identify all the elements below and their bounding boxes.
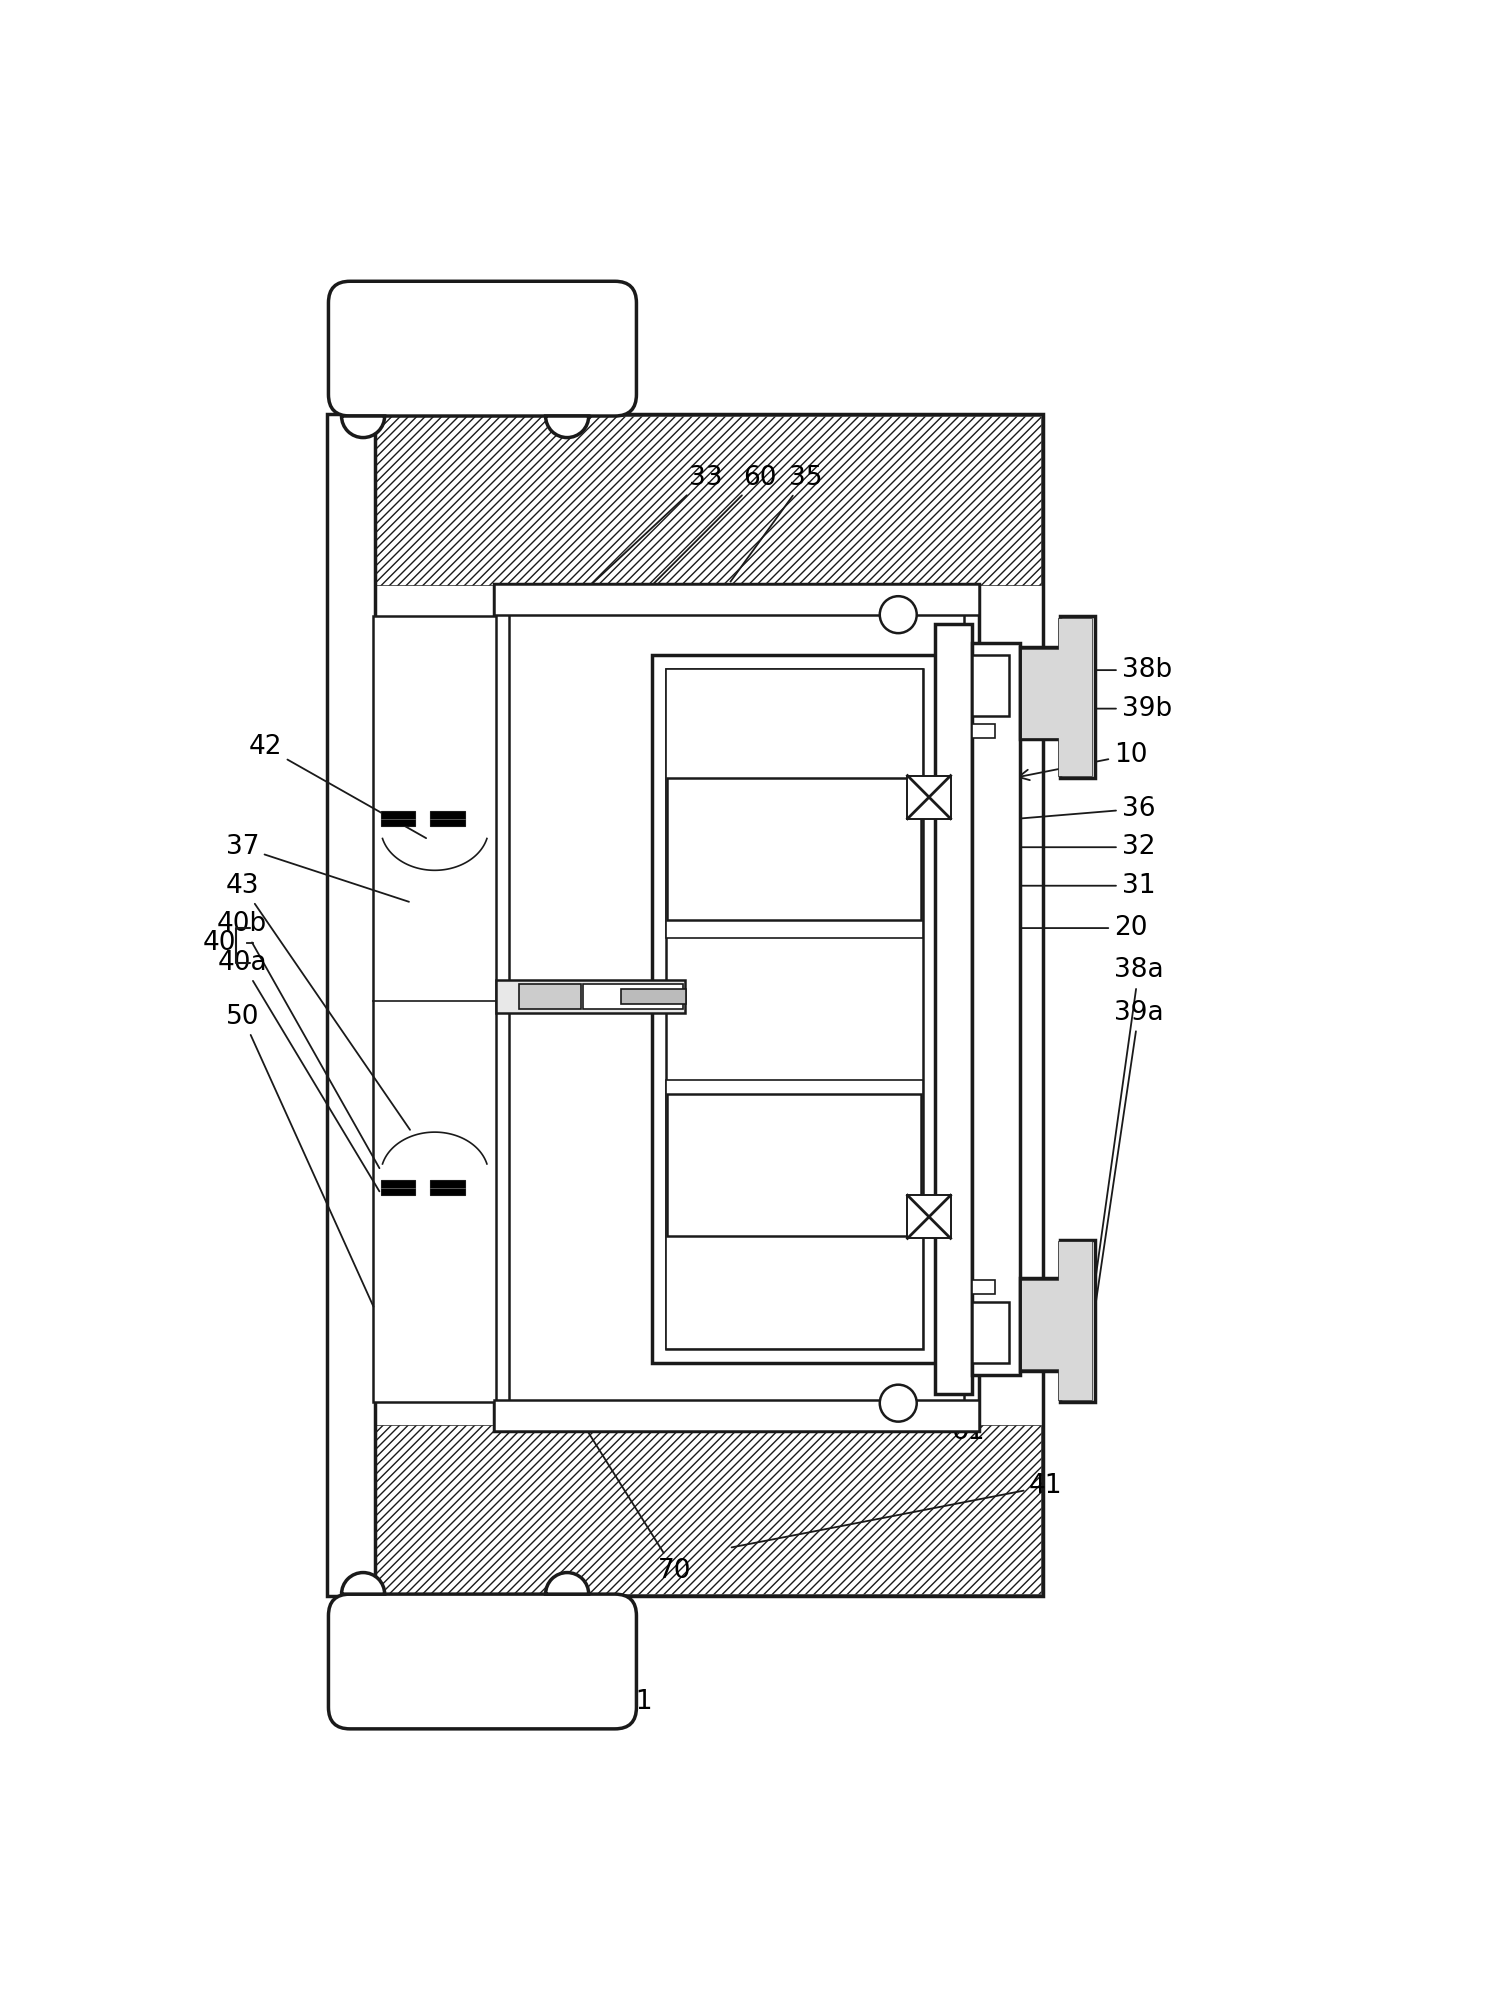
Text: 41: 41 [731,1473,1063,1547]
Bar [667,1093,922,1236]
Wedge shape [341,1573,384,1595]
Bar [907,1195,950,1238]
Text: 10: 10 [1018,743,1148,780]
Bar [666,669,923,1350]
Text: 51: 51 [493,1678,654,1714]
Text: 70: 70 [581,1420,692,1585]
Polygon shape [1021,1242,1093,1400]
Text: 38b: 38b [1090,657,1172,683]
FancyBboxPatch shape [338,1603,627,1720]
Text: 37: 37 [226,834,409,902]
Bar [667,778,922,920]
Text: 60: 60 [654,464,776,583]
Text: 32: 32 [954,834,1155,860]
Bar [582,984,682,1009]
Bar [374,414,1042,1597]
Bar [621,990,686,1003]
Text: 20: 20 [1017,916,1148,942]
Bar [520,984,581,1009]
Bar [972,655,1010,717]
Wedge shape [545,1573,588,1595]
Text: 39b: 39b [1090,695,1172,721]
Bar [496,980,685,1013]
Bar [381,1181,415,1195]
Wedge shape [545,416,588,438]
Text: 40a: 40a [217,950,380,1191]
FancyBboxPatch shape [329,281,636,416]
Bar [328,414,375,1597]
Text: 42: 42 [249,735,426,838]
Bar [494,583,980,615]
Bar [972,1280,995,1294]
Circle shape [880,1384,917,1422]
Text: 43: 43 [226,872,409,1129]
Text: 61: 61 [901,1404,984,1445]
Bar [667,778,922,920]
Bar [430,810,465,826]
Bar [509,599,963,1416]
Bar [666,669,923,938]
Bar [972,725,995,739]
Wedge shape [341,416,384,438]
Bar [667,1093,922,1236]
Bar [374,617,496,1402]
Text: 35: 35 [731,464,822,581]
Circle shape [880,595,917,633]
Bar [972,1302,1010,1364]
Polygon shape [1020,617,1094,778]
Bar [494,583,980,1432]
Bar [652,655,937,1364]
Polygon shape [1020,1240,1094,1402]
Bar [375,1426,1041,1595]
Bar [972,643,1020,1374]
Text: 31: 31 [957,872,1155,898]
FancyBboxPatch shape [338,291,627,406]
Bar [666,1079,923,1350]
FancyBboxPatch shape [329,1595,636,1728]
Bar [381,810,415,826]
Bar [430,1181,465,1195]
Text: 40b: 40b [216,912,380,1169]
Text: 40: 40 [203,930,237,956]
Bar [935,623,972,1394]
Text: 36: 36 [954,796,1155,824]
Text: 38a: 38a [1087,958,1163,1338]
Text: 33: 33 [593,464,722,583]
Bar [907,776,950,818]
Bar [375,416,1041,585]
Bar [494,1400,980,1432]
Polygon shape [1021,617,1093,776]
Text: 50: 50 [226,1003,374,1306]
Text: 39a: 39a [1087,999,1163,1360]
